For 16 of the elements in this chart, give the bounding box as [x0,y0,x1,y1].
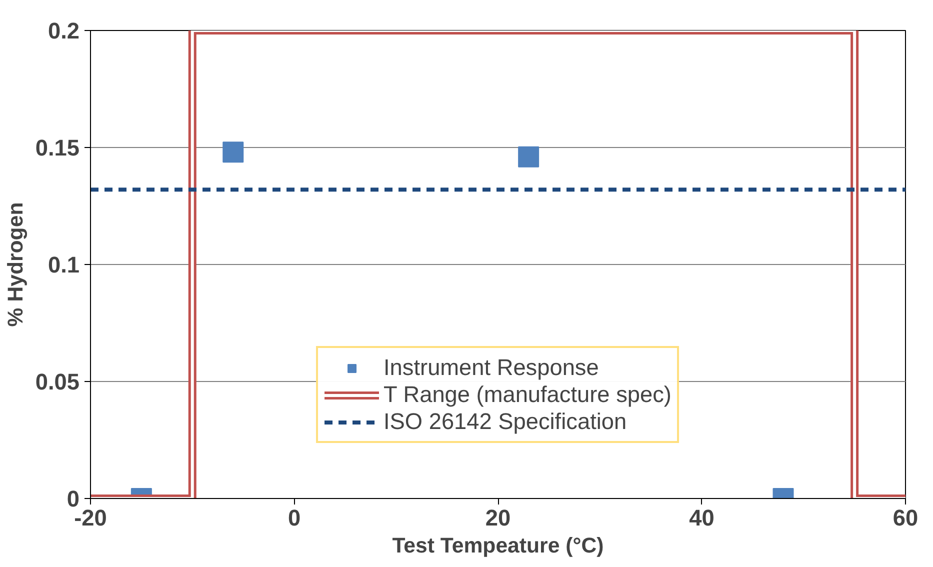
y-tick-label: 0.15 [35,134,80,160]
x-axis-title: Test Tempeature (°C) [392,534,604,558]
x-tick-label: 0 [288,504,301,530]
y-tick-label: 0.05 [35,368,80,394]
x-tick-label: 20 [485,504,511,530]
y-tick-label: 0 [66,486,80,512]
x-tick-label: 60 [892,504,918,530]
point [518,146,540,168]
legend-label: Instrument Response [384,354,599,381]
point [222,142,244,163]
y-tick-label: 0.2 [48,18,80,44]
legend-label: ISO 26142 Specification [384,408,627,435]
y-axis-title: % Hydrogen [3,202,28,327]
legend-label: T Range (manufacture spec) [384,381,672,408]
y-tick-label: 0.1 [48,252,80,278]
x-tick-label: 40 [689,504,714,530]
